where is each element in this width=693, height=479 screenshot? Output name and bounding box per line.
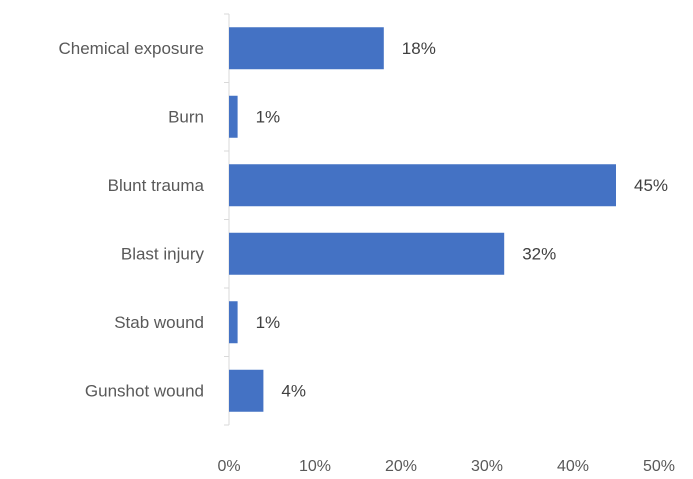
bars-layer (229, 27, 616, 412)
x-tick-label-0: 0% (217, 458, 240, 475)
category-label-chemical-exposure: Chemical exposure (58, 39, 204, 58)
x-tick-label-50: 50% (643, 458, 675, 475)
x-tick-label-40: 40% (557, 458, 589, 475)
bar-blunt-trauma (229, 164, 616, 207)
data-label-stab-wound: 1% (256, 313, 281, 332)
category-label-blast-injury: Blast injury (121, 244, 205, 263)
data-label-chemical-exposure: 18% (402, 39, 436, 58)
bar-chemical-exposure (229, 27, 384, 70)
axis-layer (224, 13, 230, 426)
x-tick-label-20: 20% (385, 458, 417, 475)
x-tick-label-10: 10% (299, 458, 331, 475)
data-label-gunshot-wound: 4% (281, 381, 306, 400)
bar-blast-injury (229, 232, 505, 275)
x-tick-label-30: 30% (471, 458, 503, 475)
labels-layer: 0% 10% 20% 30% 40% 50% Chemical exposure 18% Bur… (58, 39, 675, 475)
category-label-blunt-trauma: Blunt trauma (108, 176, 205, 195)
data-label-blunt-trauma: 45% (634, 176, 668, 195)
bar-stab-wound (229, 301, 238, 344)
data-label-burn: 1% (256, 107, 281, 126)
category-label-burn: Burn (168, 107, 204, 126)
data-label-blast-injury: 32% (522, 244, 556, 263)
category-label-stab-wound: Stab wound (114, 313, 204, 332)
category-label-gunshot-wound: Gunshot wound (85, 381, 204, 400)
bar-burn (229, 95, 238, 138)
bar-gunshot-wound (229, 369, 264, 412)
